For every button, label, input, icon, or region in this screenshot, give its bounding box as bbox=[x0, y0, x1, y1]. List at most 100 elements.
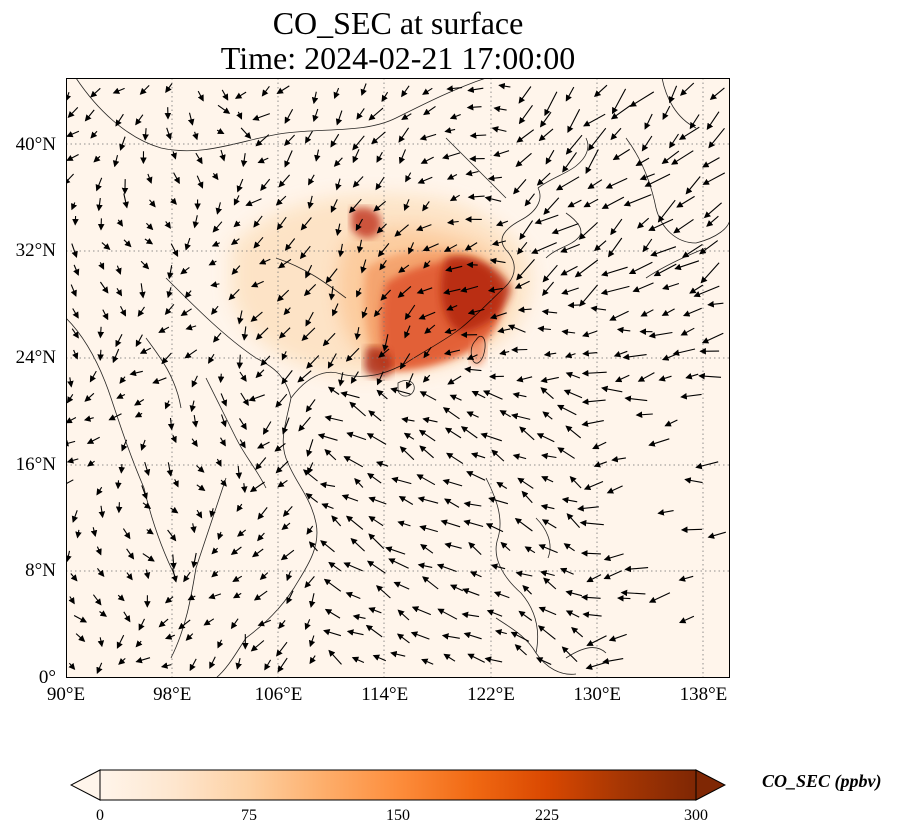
wind-arrow bbox=[561, 496, 578, 504]
colorbar bbox=[70, 769, 726, 801]
wind-arrow bbox=[397, 285, 412, 298]
wind-arrow bbox=[66, 130, 80, 138]
wind-arrow bbox=[87, 460, 95, 467]
wind-arrow bbox=[135, 114, 144, 126]
wind-arrow bbox=[210, 281, 220, 288]
wind-arrow bbox=[388, 558, 409, 569]
wind-arrow bbox=[164, 596, 174, 604]
wind-arrow bbox=[352, 613, 366, 621]
wind-arrow bbox=[466, 411, 479, 418]
wind-arrow bbox=[211, 305, 219, 315]
wind-arrow bbox=[709, 87, 725, 101]
wind-arrow bbox=[522, 585, 532, 595]
wind-arrow bbox=[219, 149, 226, 162]
wind-arrow bbox=[230, 618, 239, 630]
wind-arrow bbox=[524, 193, 535, 207]
lon-tick-label: 114°E bbox=[361, 684, 409, 705]
wind-arrow bbox=[422, 374, 431, 383]
wind-arrow bbox=[567, 199, 582, 208]
wind-arrow bbox=[96, 486, 103, 496]
wind-arrow bbox=[275, 393, 288, 408]
wind-arrow bbox=[341, 494, 359, 502]
wind-arrow bbox=[119, 376, 127, 384]
wind-arrow bbox=[236, 178, 244, 193]
wind-arrow bbox=[178, 619, 191, 630]
wind-arrow bbox=[70, 573, 78, 582]
wind-arrow bbox=[211, 547, 219, 555]
wind-arrow bbox=[93, 155, 101, 163]
wind-arrow bbox=[674, 260, 700, 271]
wind-arrow bbox=[321, 503, 334, 510]
wind-arrow bbox=[259, 572, 269, 580]
wind-arrow bbox=[516, 376, 533, 383]
wind-arrow bbox=[420, 156, 434, 164]
wind-arrow bbox=[305, 493, 319, 503]
wind-arrow bbox=[165, 127, 172, 141]
wind-arrow bbox=[351, 656, 365, 664]
wind-arrow bbox=[280, 549, 295, 561]
wind-arrow bbox=[116, 634, 125, 649]
wind-arrow bbox=[277, 479, 288, 488]
wind-arrow bbox=[252, 548, 264, 558]
wind-arrow bbox=[97, 326, 105, 339]
wind-arrow bbox=[664, 419, 678, 427]
wind-arrow bbox=[217, 531, 224, 541]
wind-arrow bbox=[365, 624, 383, 638]
wind-arrow bbox=[161, 352, 172, 365]
wind-arrow bbox=[146, 527, 154, 535]
wind-arrow bbox=[129, 369, 143, 377]
wind-arrow bbox=[258, 258, 271, 265]
wind-arrow bbox=[514, 644, 527, 656]
wind-arrow bbox=[519, 426, 535, 441]
wind-arrow bbox=[681, 243, 703, 258]
wind-arrow bbox=[170, 151, 177, 160]
wind-arrow bbox=[487, 174, 502, 182]
colorbar-tick-label: 0 bbox=[96, 807, 104, 824]
wind-arrow bbox=[211, 570, 219, 578]
wind-arrow bbox=[373, 306, 383, 318]
wind-arrow bbox=[73, 264, 80, 276]
colorbar-tick-label: 75 bbox=[241, 807, 257, 824]
wind-arrow bbox=[126, 572, 133, 581]
wind-arrow bbox=[196, 484, 206, 492]
lat-tick-label: 40°N bbox=[15, 133, 56, 155]
wind-arrow bbox=[368, 496, 387, 505]
wind-arrow bbox=[164, 633, 175, 640]
wind-arrow bbox=[537, 325, 551, 333]
wind-arrow bbox=[140, 439, 147, 451]
wind-arrow bbox=[164, 303, 175, 316]
colorbar-tick-label: 150 bbox=[386, 807, 410, 824]
wind-arrow bbox=[170, 197, 177, 205]
wind-arrow bbox=[510, 631, 530, 642]
wind-arrow bbox=[484, 195, 502, 203]
wind-arrow bbox=[167, 265, 174, 280]
wind-arrow bbox=[355, 218, 363, 232]
wind-arrow bbox=[423, 105, 436, 116]
wind-arrow bbox=[511, 413, 531, 420]
wind-arrow bbox=[648, 592, 671, 603]
wind-arrow bbox=[375, 176, 385, 191]
wind-arrow bbox=[67, 377, 74, 388]
wind-arrow bbox=[180, 266, 190, 275]
wind-arrow bbox=[519, 220, 534, 241]
wind-arrow bbox=[469, 571, 482, 578]
wind-arrow bbox=[615, 374, 630, 383]
wind-arrow bbox=[569, 476, 582, 489]
wind-arrow bbox=[328, 561, 342, 572]
wind-arrow bbox=[302, 469, 318, 482]
wind-arrow bbox=[250, 311, 263, 322]
wind-arrow bbox=[84, 392, 95, 402]
wind-arrow bbox=[516, 259, 535, 281]
wind-arrow bbox=[308, 174, 315, 186]
wind-arrow bbox=[142, 502, 152, 509]
wind-arrow bbox=[191, 375, 198, 388]
wind-arrow bbox=[583, 480, 604, 491]
wind-arrow bbox=[499, 349, 510, 356]
wind-arrow bbox=[71, 510, 79, 523]
wind-arrow bbox=[401, 85, 410, 98]
wind-arrow bbox=[297, 370, 312, 383]
wind-arrow bbox=[235, 658, 242, 670]
wind-arrow bbox=[233, 220, 241, 228]
wind-arrow bbox=[467, 86, 484, 93]
wind-arrow bbox=[396, 633, 410, 644]
